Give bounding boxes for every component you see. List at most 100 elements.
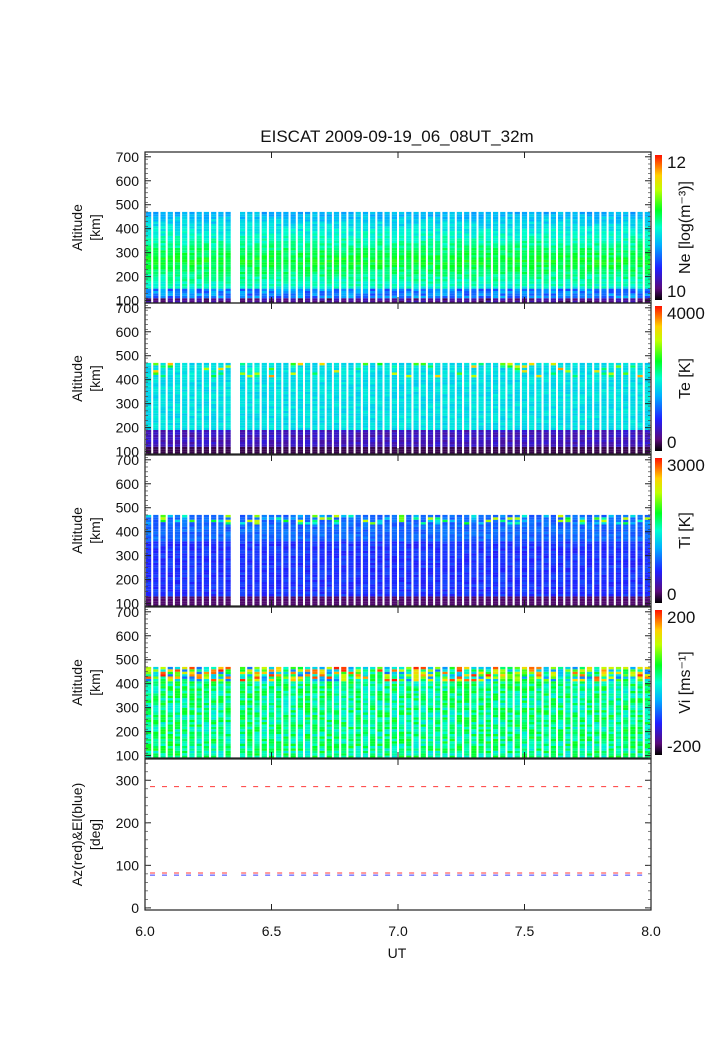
heatmap-cell	[550, 274, 556, 277]
heatmap-cell	[333, 439, 340, 442]
heatmap-cell	[406, 396, 412, 399]
heatmap-cell	[240, 372, 246, 375]
heatmap-cell	[391, 214, 397, 217]
heatmap-cell	[420, 396, 426, 399]
heatmap-cell	[153, 430, 159, 433]
heatmap-cell	[601, 247, 607, 251]
heatmap-cell	[240, 247, 246, 251]
heatmap-cell	[160, 446, 166, 450]
heatmap-cell	[153, 372, 159, 375]
heatmap-cell	[333, 394, 340, 397]
heatmap-cell	[203, 451, 209, 454]
heatmap-cell	[196, 300, 202, 303]
heatmap-cell	[218, 238, 224, 241]
heatmap-cell	[550, 221, 556, 224]
heatmap-cell	[290, 219, 296, 222]
heatmap-cell	[521, 410, 528, 414]
heatmap-cell	[370, 439, 376, 442]
heatmap-cell	[514, 245, 520, 248]
heatmap-cell	[550, 365, 556, 368]
heatmap-cell	[406, 398, 412, 402]
heatmap-cell	[399, 291, 405, 294]
heatmap-cell	[211, 257, 217, 260]
heatmap-cell	[464, 240, 470, 244]
heatmap-cell	[240, 279, 246, 282]
heatmap-cell	[333, 267, 340, 270]
heatmap-cell	[384, 408, 390, 411]
heatmap-cell	[312, 401, 318, 404]
heatmap-cell	[153, 444, 159, 447]
heatmap-cell	[565, 293, 571, 296]
heatmap-cell	[283, 238, 289, 241]
heatmap-cell	[413, 233, 419, 236]
heatmap-cell	[218, 262, 224, 265]
heatmap-cell	[370, 271, 376, 275]
heatmap-cell	[276, 298, 282, 301]
heatmap-cell	[218, 425, 224, 428]
heatmap-cell	[225, 422, 231, 426]
heatmap-cell	[507, 231, 513, 234]
heatmap-cell	[319, 372, 325, 375]
heatmap-cell	[362, 394, 369, 397]
heatmap-cell	[493, 223, 499, 227]
heatmap-cell	[637, 211, 643, 215]
heatmap-cell	[182, 432, 188, 435]
heatmap-cell	[384, 403, 390, 407]
heatmap-cell	[297, 442, 303, 445]
heatmap-cell	[225, 281, 231, 284]
heatmap-cell	[442, 264, 448, 268]
heatmap-cell	[254, 235, 260, 239]
heatmap-cell	[377, 442, 383, 445]
heatmap-cell	[543, 449, 549, 452]
heatmap-cell	[637, 243, 643, 246]
heatmap-cell	[384, 374, 390, 378]
heatmap-cell	[623, 283, 629, 287]
heatmap-cell	[189, 288, 195, 291]
heatmap-cell	[413, 410, 419, 414]
heatmap-cell	[406, 298, 412, 301]
heatmap-cell	[456, 442, 462, 445]
heatmap-cell	[261, 422, 267, 426]
heatmap-cell	[536, 382, 542, 385]
heatmap-cell	[493, 425, 499, 428]
heatmap-cell	[529, 245, 535, 248]
heatmap-cell	[442, 410, 448, 414]
heatmap-cell	[261, 247, 267, 251]
heatmap-cell	[399, 437, 405, 440]
heatmap-cell	[211, 243, 217, 246]
heatmap-cell	[348, 420, 354, 423]
heatmap-cell	[355, 394, 361, 397]
heatmap-cell	[305, 425, 311, 428]
heatmap-cell	[189, 422, 195, 426]
heatmap-cell	[493, 430, 499, 433]
heatmap-cell	[261, 293, 267, 296]
heatmap-cell	[167, 276, 173, 279]
heatmap-cell	[261, 269, 267, 272]
heatmap-cell	[456, 382, 462, 385]
heatmap-cell	[247, 425, 253, 428]
heatmap-cell	[601, 240, 607, 244]
heatmap-cell	[283, 437, 289, 440]
heatmap-cell	[297, 394, 303, 397]
heatmap-cell	[182, 439, 188, 442]
heatmap-cell	[261, 432, 267, 435]
heatmap-cell	[153, 276, 159, 279]
heatmap-cell	[529, 437, 535, 440]
heatmap-cell	[427, 406, 434, 409]
heatmap-cell	[427, 403, 434, 407]
heatmap-cell	[536, 425, 542, 428]
heatmap-cell	[558, 211, 564, 215]
heatmap-cell	[377, 410, 383, 414]
heatmap-cell	[478, 403, 484, 407]
heatmap-cell	[579, 410, 585, 414]
heatmap-cell	[283, 422, 289, 426]
heatmap-cell	[644, 267, 650, 270]
heatmap-cell	[507, 370, 513, 373]
heatmap-cell	[550, 451, 556, 454]
heatmap-cell	[558, 377, 564, 380]
heatmap-cell	[384, 247, 390, 251]
heatmap-cell	[550, 286, 556, 289]
heatmap-cell	[225, 219, 231, 222]
heatmap-cell	[471, 240, 477, 244]
heatmap-cell	[319, 240, 325, 244]
